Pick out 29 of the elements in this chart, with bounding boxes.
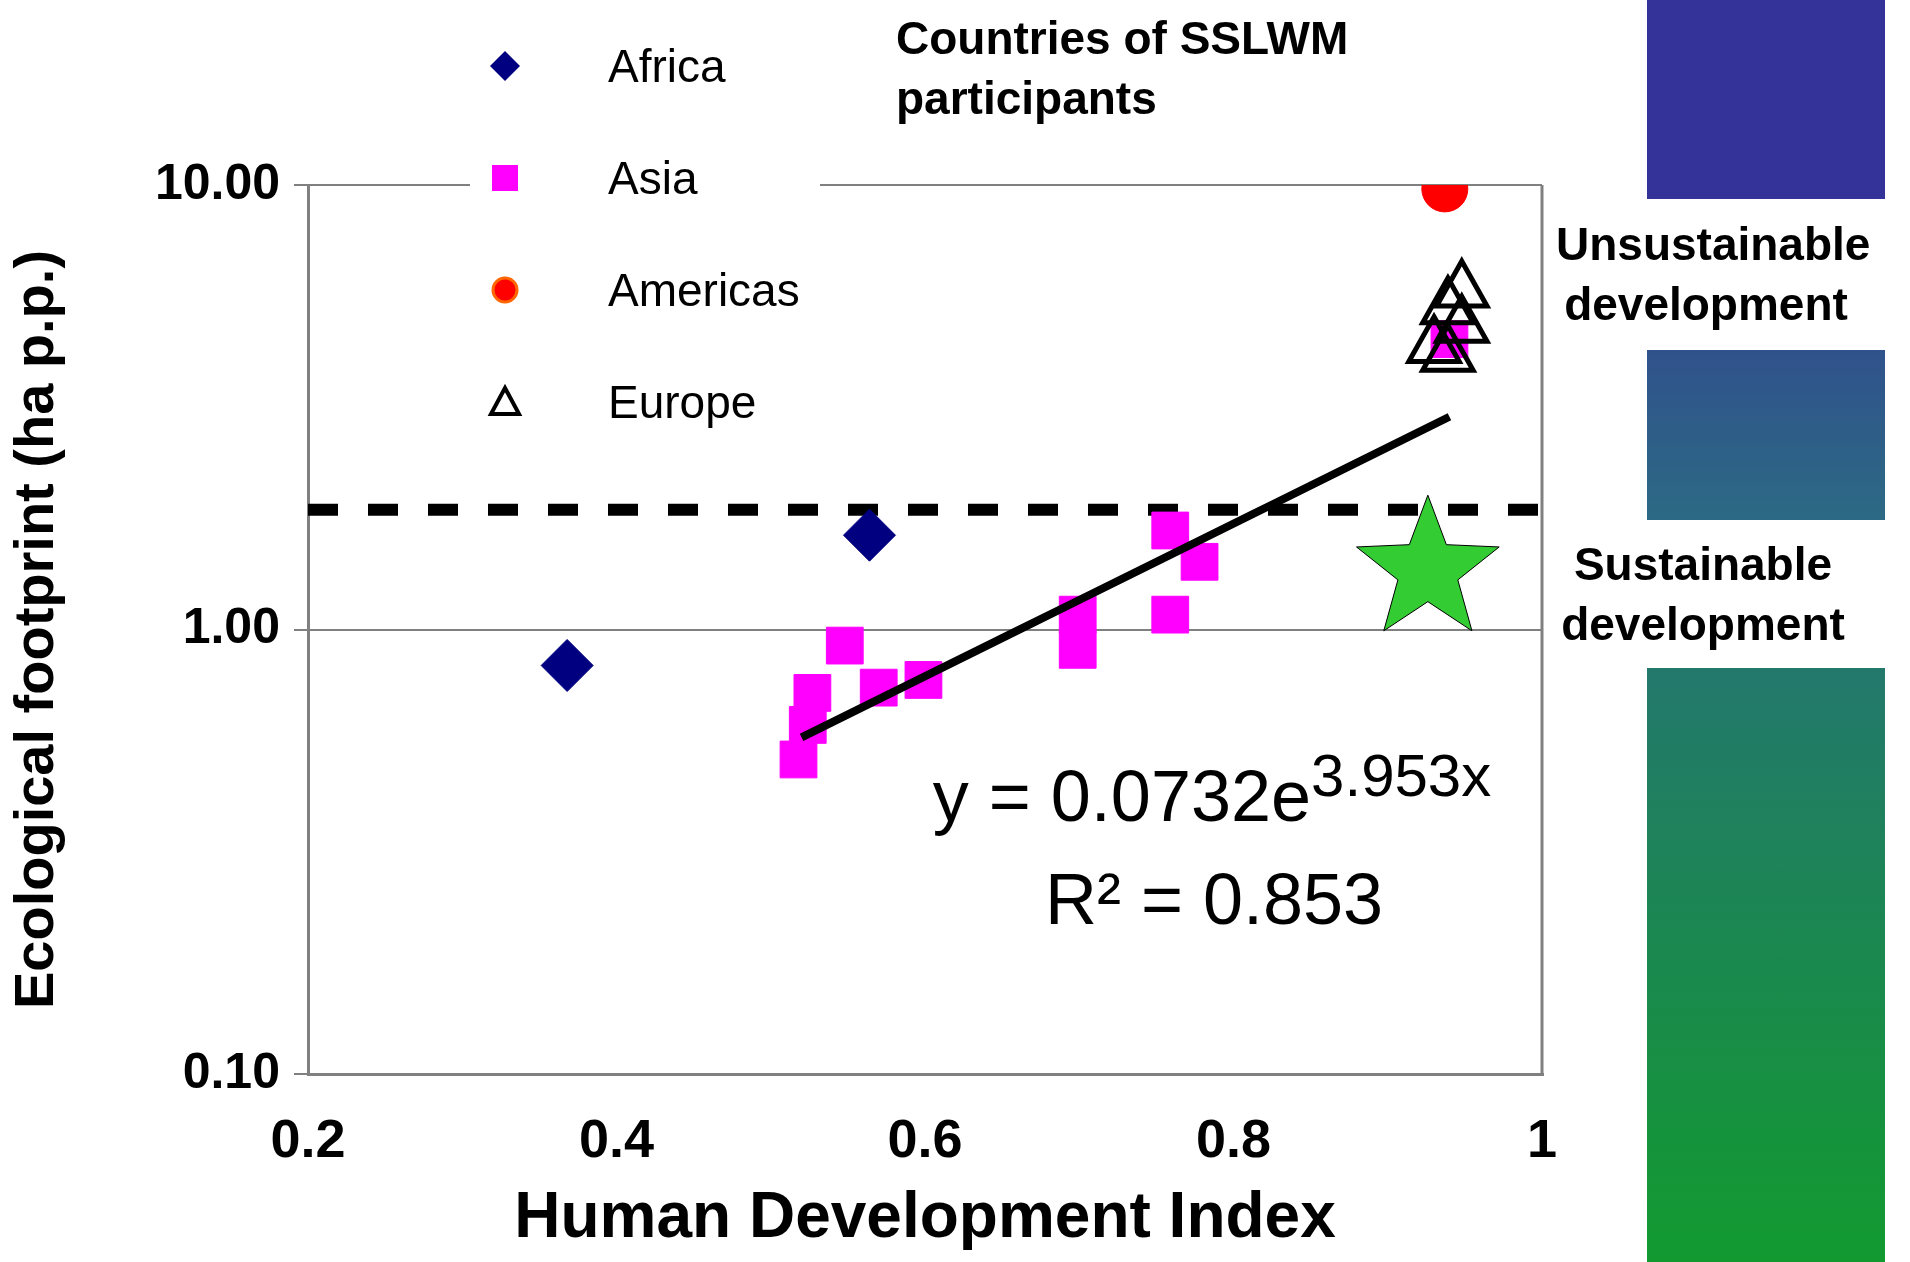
legend-label: Africa xyxy=(608,39,726,93)
y-tick-label: 10.00 xyxy=(154,153,280,210)
point xyxy=(1058,630,1097,669)
x-tick-label: 0.2 xyxy=(270,1108,346,1169)
point xyxy=(1420,323,1476,373)
text: Sustainable development xyxy=(1553,535,1853,655)
annotation: y = 0.0732e$^{3.953x}$ xyxy=(932,740,1492,838)
point xyxy=(779,740,818,779)
y-axis-title: Ecological footprint (ha p.p.) xyxy=(2,249,66,1010)
point xyxy=(825,626,864,665)
point xyxy=(540,638,594,692)
x-tick-label: 0.6 xyxy=(887,1108,963,1169)
point xyxy=(842,508,896,562)
y-tick-label: 0.10 xyxy=(182,1042,280,1099)
chart-title: Countries of SSLWM participants xyxy=(896,11,1350,126)
x-axis-title: Human Development Index xyxy=(514,1179,1337,1252)
point xyxy=(1151,511,1190,550)
text: Unsustainable development xyxy=(1556,217,1871,332)
annotation: R² = 0.853 xyxy=(1044,858,1384,942)
legend-label: Asia xyxy=(608,151,698,205)
point xyxy=(793,674,832,712)
x-tick-label: 1 xyxy=(1526,1108,1558,1169)
y-tick-label: 1.00 xyxy=(182,598,280,655)
x-tick-label: 0.8 xyxy=(1195,1108,1272,1169)
x-tick-label: 0.4 xyxy=(578,1108,655,1169)
point xyxy=(1180,542,1219,581)
legend-label: Europe xyxy=(608,375,757,429)
point xyxy=(1151,595,1190,634)
legend-label: Americas xyxy=(608,263,800,317)
